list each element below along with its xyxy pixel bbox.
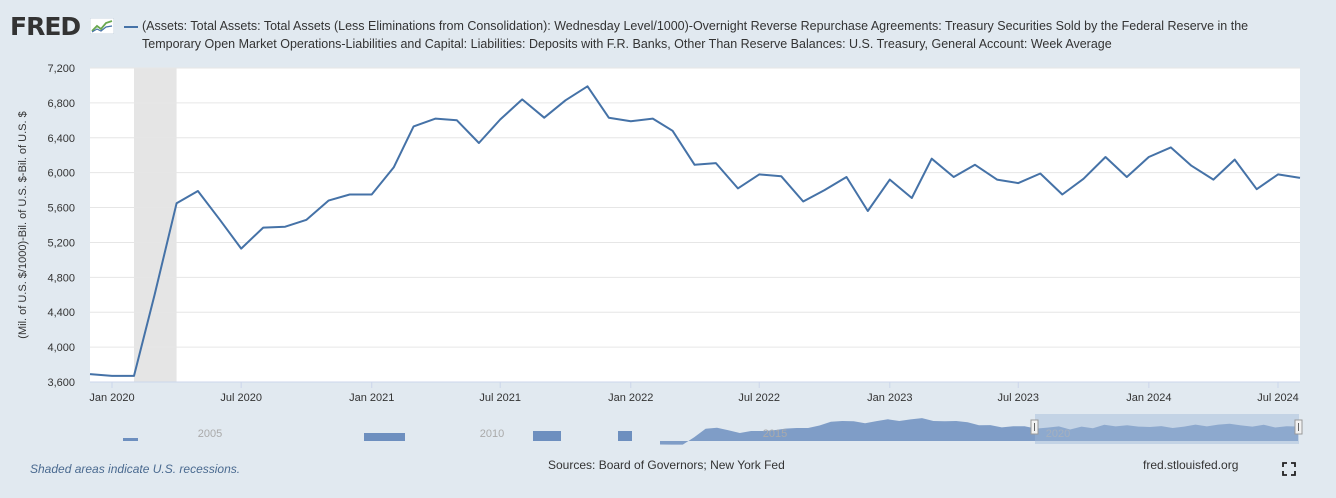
navigator-block-0 <box>123 438 138 441</box>
navigator-selection[interactable] <box>1035 414 1299 444</box>
x-tick-label: Jul 2022 <box>738 392 780 404</box>
y-tick-label: 4,400 <box>47 307 75 319</box>
recession-note: Shaded areas indicate U.S. recessions. <box>30 462 241 476</box>
line-layer <box>89 85 1301 377</box>
x-tick-label: Jan 2023 <box>867 392 912 404</box>
navigator-block-2 <box>533 431 561 441</box>
y-tick-label: 6,000 <box>47 168 75 180</box>
y-tick-label: 7,200 <box>47 63 75 75</box>
sources-text: Sources: Board of Governors; New York Fe… <box>548 458 785 472</box>
fullscreen-icon[interactable] <box>1282 462 1296 476</box>
x-tick-label: Jan 2020 <box>89 392 134 404</box>
recession-layer <box>134 68 177 382</box>
x-tick-label: Jul 2023 <box>997 392 1039 404</box>
x-tick-label: Jan 2022 <box>608 392 653 404</box>
x-tick-label: Jan 2021 <box>349 392 394 404</box>
y-tick-label: 4,000 <box>47 342 75 354</box>
y-tick-label: 6,400 <box>47 133 75 145</box>
navigator-block-3 <box>618 431 632 441</box>
navigator-block-1 <box>364 433 405 441</box>
plot-background <box>90 68 1300 382</box>
y-tick-label: 5,200 <box>47 237 75 249</box>
y-tick-label: 6,800 <box>47 98 75 110</box>
x-tick-label: Jul 2020 <box>220 392 262 404</box>
y-tick-label: 3,600 <box>47 377 75 389</box>
legend-series-line <box>124 26 138 28</box>
y-axis-label: (Mil. of U.S. $/1000)-Bil. of U.S. $-Bil… <box>17 111 29 338</box>
navigator[interactable]: 2005 2010 2015 2020 <box>90 414 1303 445</box>
navigator-label: 2005 <box>198 428 222 440</box>
fred-logo: FRED <box>10 12 81 41</box>
site-link[interactable]: fred.stlouisfed.org <box>1143 458 1239 472</box>
y-tick-label: 4,800 <box>47 272 75 284</box>
recession-band-0 <box>134 68 177 382</box>
y-axis: 3,600 4,000 4,400 4,800 5,200 5,600 6,000 6,400… <box>47 63 75 389</box>
x-axis: Jan 2020 Jul 2020 Jan 2021 Jul 2021 Jan 2022… <box>89 381 1300 404</box>
navigator-area <box>660 418 1298 445</box>
x-tick-label: Jul 2021 <box>479 392 521 404</box>
y-tick-label: 5,600 <box>47 203 75 215</box>
x-tick-label: Jan 2024 <box>1126 392 1171 404</box>
navigator-label: 2015 <box>763 428 787 440</box>
chart-title: (Assets: Total Assets: Total Assets (Les… <box>142 19 1249 51</box>
navigator-label: 2020 <box>1046 428 1070 440</box>
series-line <box>89 85 1301 377</box>
navigator-label: 2010 <box>480 428 504 440</box>
fred-graph-icon <box>90 18 114 34</box>
navigator-series: 2005 2010 2015 2020 <box>123 418 1298 445</box>
x-tick-label: Jul 2024 <box>1257 392 1299 404</box>
